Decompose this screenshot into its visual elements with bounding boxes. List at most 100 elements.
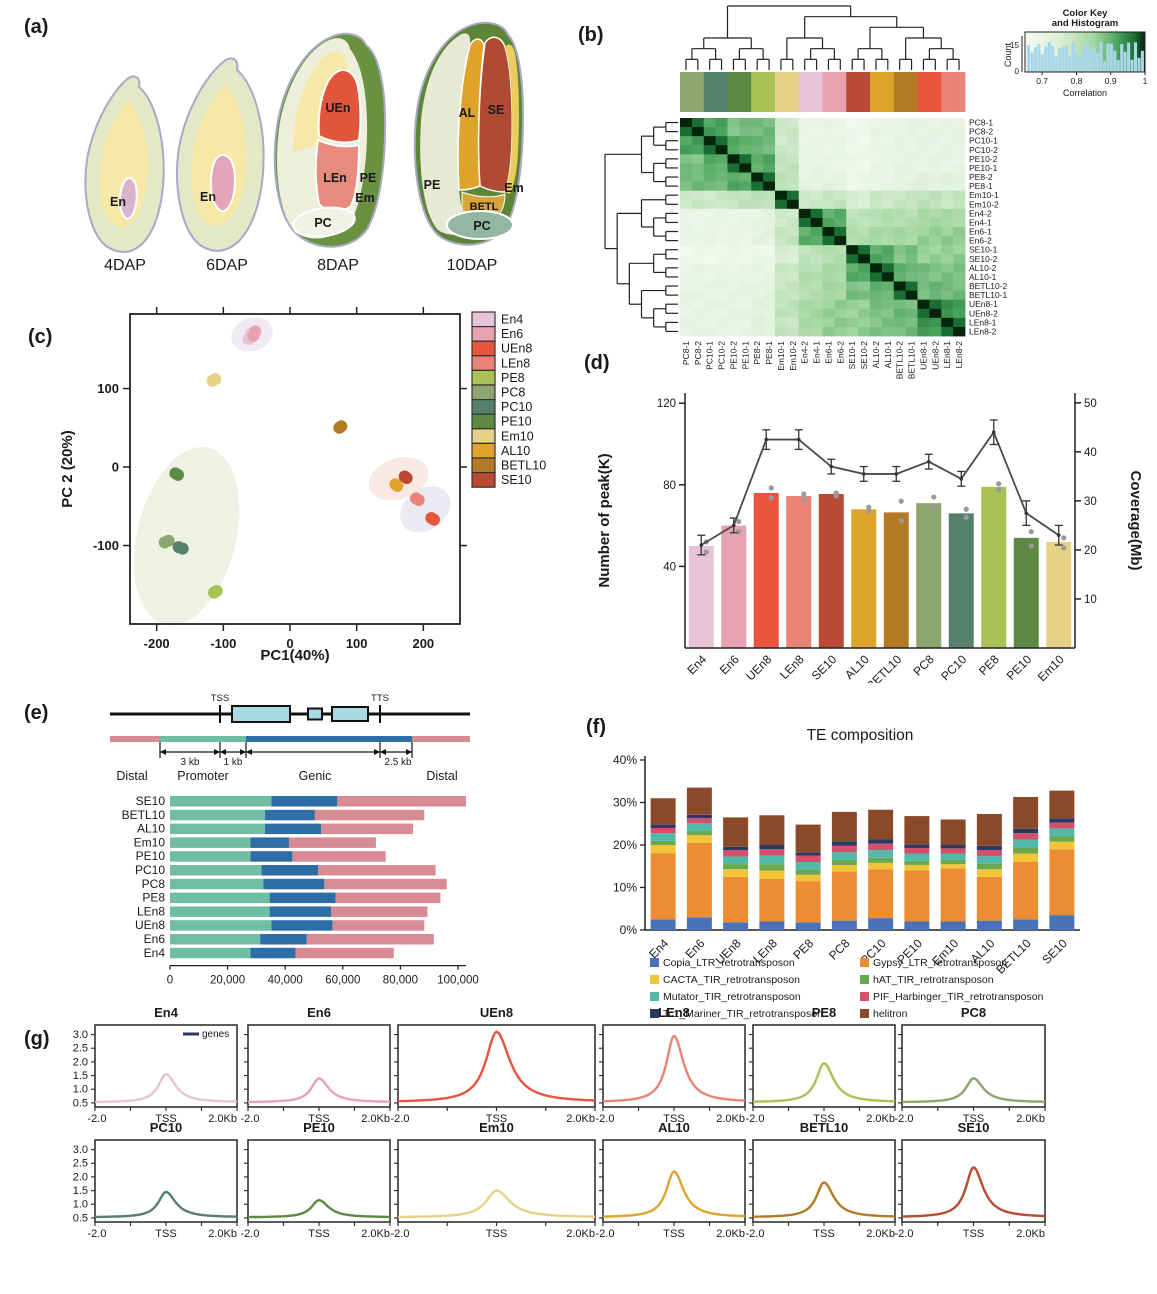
heatmap-cell <box>858 245 871 255</box>
heatmap-cell <box>810 254 823 264</box>
heatmap-cell <box>775 281 788 291</box>
heatmap-cell <box>727 217 740 228</box>
profile-title: PC8 <box>961 1005 986 1020</box>
heatmap-cell <box>941 136 954 146</box>
heatmap-cell <box>846 227 859 237</box>
sample-color-block <box>870 72 883 112</box>
heatmap-cell <box>858 145 871 155</box>
heatmap-cell <box>786 163 800 173</box>
panel-a-label: (a) <box>24 16 49 38</box>
heatmap-cell <box>870 127 883 137</box>
te-bar-segment <box>976 845 1002 851</box>
heatmap-cell <box>798 154 812 164</box>
right-tick-label: 30 <box>1084 496 1097 508</box>
heatmap-cell <box>893 190 907 201</box>
replicate-dot <box>1061 535 1067 541</box>
sample-color-block <box>727 72 740 112</box>
plot-frame <box>397 1139 596 1223</box>
coverage-point <box>796 437 801 442</box>
heatmap-cell <box>715 281 728 291</box>
heatmap-cell <box>775 326 788 337</box>
heatmap-cell <box>786 326 800 337</box>
legend-label: LEn8 <box>501 356 530 370</box>
heatmap-cell <box>905 217 918 228</box>
annotation-bar-segment <box>318 865 436 876</box>
tss-profile-plot: UEn8 -2.0 TSS 2.0Kb <box>391 1005 596 1125</box>
te-bar-segment <box>904 921 930 930</box>
heatmap-col-label: AL10-1 <box>883 341 893 369</box>
heatmap-cell <box>929 217 942 228</box>
color-key-histogram-bar <box>1030 52 1034 72</box>
heatmap-cell <box>870 217 883 228</box>
heatmap-cell <box>775 136 788 146</box>
heatmap-cell <box>870 145 883 155</box>
coverage-point <box>731 523 736 528</box>
replicate-dot <box>866 504 872 510</box>
heatmap-col-label: PC8-2 <box>693 341 703 365</box>
heatmap-cell <box>739 299 752 310</box>
panel-d-label: (d) <box>584 352 610 374</box>
heatmap-cell <box>691 163 705 173</box>
color-key-tick: 0.9 <box>1105 76 1117 86</box>
annotation-bar-segment <box>265 809 315 821</box>
heatmap-cell <box>751 326 764 337</box>
color-key-histogram-bar <box>1040 54 1044 72</box>
heatmap-cell <box>786 190 800 201</box>
heatmap-cell <box>763 299 776 310</box>
heatmap-cell <box>834 290 847 301</box>
heatmap-row-label: AL10-2 <box>969 263 997 273</box>
plot-frame <box>602 1139 746 1223</box>
heatmap-cell <box>751 245 764 255</box>
color-key-histogram-bar <box>1099 42 1103 72</box>
sample-color-block <box>881 72 895 112</box>
heatmap-cell <box>941 190 954 201</box>
te-bar-segment <box>795 855 821 862</box>
heatmap-cell <box>739 190 752 201</box>
te-bar-segment <box>723 856 749 865</box>
profile-title: SE10 <box>958 1120 990 1135</box>
y-tick-label: 2.0 <box>73 1171 88 1183</box>
heatmap-cell <box>858 217 871 228</box>
x-tick-label: TSS <box>813 1113 834 1125</box>
heatmap-cell <box>870 245 883 255</box>
color-key-histogram-bar <box>1037 44 1041 72</box>
heatmap-cell <box>739 281 752 291</box>
heatmap-cell <box>691 281 705 291</box>
heatmap-cell <box>905 272 918 282</box>
heatmap-cell <box>917 299 930 310</box>
panel-g-label: (g) <box>24 1028 50 1050</box>
heatmap-cell <box>715 118 728 128</box>
plot-frame <box>752 1024 896 1108</box>
heatmap-cell <box>858 154 871 164</box>
legend-label: Tc1_Mariner_TIR_retrotransposon <box>663 1008 823 1020</box>
heatmap-cell <box>727 254 740 264</box>
peak-count-bar <box>916 503 942 648</box>
heatmap-cell <box>703 172 717 182</box>
heatmap-cell <box>905 245 918 255</box>
annotation-bar-segment <box>321 823 414 835</box>
replicate-dot <box>768 495 774 501</box>
x-tick-label: 0 <box>167 975 173 987</box>
color-key-histogram-bar <box>1106 43 1110 72</box>
annotation-bar-segment <box>170 837 251 848</box>
legend-swatch <box>471 472 496 488</box>
kernel-region <box>292 206 356 238</box>
heatmap-cell <box>810 118 823 128</box>
annotation-bar-segment <box>170 906 270 917</box>
heatmap-cell <box>893 118 907 128</box>
heatmap-cell <box>929 172 942 182</box>
heatmap-cell <box>881 217 895 228</box>
heatmap-cell <box>846 281 859 291</box>
heatmap-col-label: Em10-1 <box>776 341 786 371</box>
heatmap-cell <box>763 190 776 201</box>
pca-point <box>428 513 440 526</box>
heatmap-cell <box>953 236 966 246</box>
annotation-bar-segment <box>271 920 333 931</box>
heatmap-cell <box>929 118 942 128</box>
te-bar-segment <box>1013 862 1039 920</box>
heatmap-cell <box>680 217 693 228</box>
coverage-point <box>991 430 996 435</box>
heatmap-cell <box>917 217 930 228</box>
heatmap-cell <box>810 227 823 237</box>
heatmap-cell <box>715 199 728 210</box>
